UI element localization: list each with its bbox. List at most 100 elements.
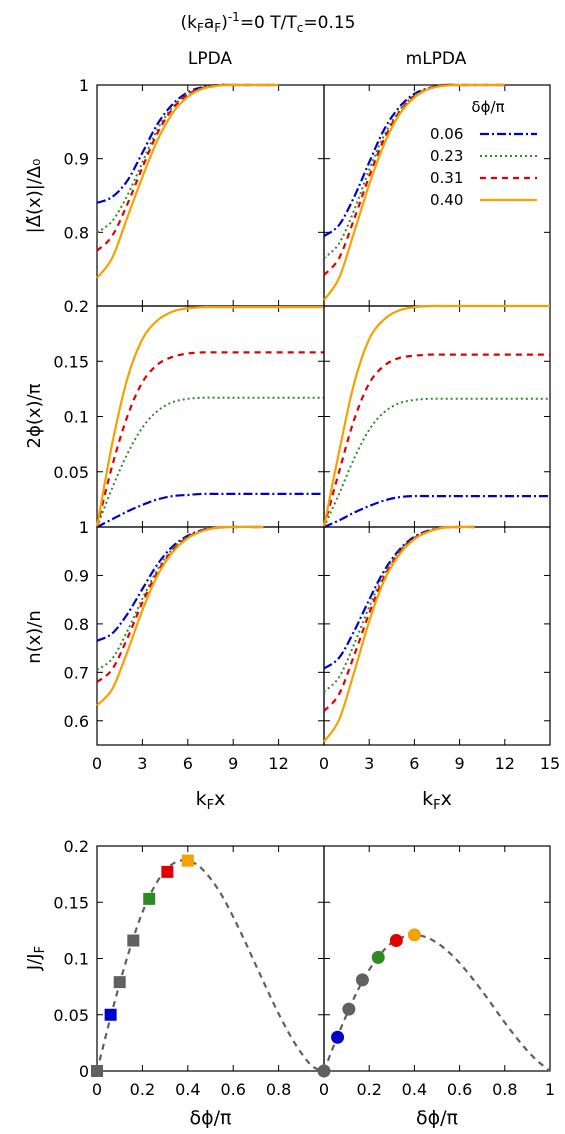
density-mLPDA-x-label: 0 [319, 754, 329, 773]
current-mLPDA-frame [323, 845, 551, 1072]
data-point [317, 1064, 331, 1078]
gap-LPDA-y-label: 0.8 [64, 223, 89, 242]
phase-mLPDA-frame [323, 305, 551, 528]
density-LPDA-y-label: 0.7 [64, 663, 89, 682]
col-title-mlpda: mLPDA [406, 49, 467, 69]
density-LPDA-y-label: 0.8 [64, 615, 89, 634]
current-mLPDA-x-label: 0 [319, 1080, 329, 1099]
density-LPDA-x-label: 0 [92, 754, 102, 773]
series-line-0.40 [96, 83, 279, 279]
current-mLPDA-fit-curve [322, 933, 551, 1072]
data-point [161, 865, 174, 878]
series-line-0.06 [96, 492, 324, 528]
density-mLPDA-series [323, 525, 475, 743]
col-title-lpda: LPDA [188, 49, 233, 69]
series-line-0.40 [322, 304, 550, 528]
series-line-0.23 [323, 83, 505, 259]
series-line-0.31 [96, 525, 264, 683]
legend-label-0.31: 0.31 [430, 169, 463, 187]
data-point [143, 892, 156, 905]
density-LPDA-x-label: 3 [137, 754, 147, 773]
y-title-current-sub: F [33, 946, 48, 953]
density-LPDA-series [96, 525, 264, 707]
x-title-sub: F [207, 798, 214, 813]
current-LPDA-y-label: 0.2 [64, 837, 89, 856]
data-point [91, 1065, 103, 1077]
data-point [113, 976, 126, 989]
y-title-current: J/JF [24, 946, 48, 971]
current-LPDA-x-label: 0.2 [130, 1080, 155, 1099]
data-point [127, 934, 140, 947]
current-mLPDA-x-label: 0.4 [402, 1080, 427, 1099]
phase-mLPDA-series [322, 304, 550, 529]
current-mLPDA-x-label: 0.8 [492, 1080, 517, 1099]
current-LPDA-y-label: 0.1 [64, 950, 89, 969]
phase-LPDA-y-label: 0.1 [64, 408, 89, 427]
series-line-0.40 [323, 83, 505, 301]
data-point [104, 1008, 117, 1021]
y-title-phase: 2ϕ(x)/π [24, 383, 45, 448]
x-title-tail: x [214, 788, 225, 810]
current-LPDA-y-label: 0.15 [53, 893, 89, 912]
phase-LPDA-y-label: 0.15 [53, 352, 89, 371]
density-LPDA-x-label: 6 [183, 754, 193, 773]
legend-label-0.06: 0.06 [430, 125, 463, 143]
density-LPDA-x-label: 9 [228, 754, 238, 773]
density-LPDA-y-label: 0.9 [64, 566, 89, 585]
x-title-dphi: δϕ/π [190, 1107, 232, 1129]
series-line-0.40 [96, 525, 264, 707]
data-point [342, 1002, 356, 1016]
current-mLPDA-x-label: 1 [545, 1080, 555, 1099]
series-line-0.06 [323, 525, 475, 670]
legend-label-0.40: 0.40 [430, 191, 463, 209]
series-line-0.31 [322, 353, 550, 528]
current-LPDA-fit-curve [95, 859, 325, 1073]
gap-mLPDA-series [323, 83, 505, 301]
current-LPDA-x-label: 0.8 [266, 1080, 291, 1099]
figure-title: (kFaF)-1=0 T/Tc=0.15 [180, 10, 355, 35]
data-point [407, 928, 421, 942]
phase-LPDA-series [95, 305, 324, 528]
phase-LPDA-y-label: 1 [79, 518, 89, 537]
series-line-0.40 [323, 525, 475, 743]
x-title-kfx: kFx [196, 788, 226, 813]
x-title-dphi: δϕ/π [416, 1107, 458, 1129]
legend: δϕ/π 0.06 0.23 0.31 0.40 [430, 98, 537, 209]
data-point [355, 973, 369, 987]
data-point [181, 854, 194, 867]
density-mLPDA-x-label: 6 [409, 754, 419, 773]
current-mLPDA-x-label: 0.2 [356, 1080, 381, 1099]
series-line-0.23 [96, 396, 324, 528]
series-line-0.31 [96, 83, 279, 252]
density-mLPDA-x-label: 15 [540, 754, 560, 773]
series-line-0.31 [323, 83, 505, 276]
phase-LPDA-y-label: 0.2 [64, 297, 89, 316]
series-line-0.06 [323, 494, 550, 529]
current-LPDA-y-label: 0.05 [53, 1006, 89, 1025]
density-LPDA-x-label: 12 [268, 754, 288, 773]
current-LPDA-x-label: 0 [92, 1080, 102, 1099]
y-title-gap: |Δ̃(x)|/Δ₀ [24, 159, 45, 234]
density-mLPDA-x-label: 3 [364, 754, 374, 773]
phase-LPDA-y-label: 0.05 [53, 463, 89, 482]
gap-LPDA-y-label: 1 [79, 76, 89, 95]
current-LPDA-x-label: 0.4 [175, 1080, 200, 1099]
current-LPDA-y-label: 0 [79, 1062, 89, 1081]
density-LPDA-y-label: 0.6 [64, 712, 89, 731]
gap-LPDA-y-label: 0.9 [64, 150, 89, 169]
plot-area: 0.8 0.9 1 1 0.05 0.1 0.15 0.2 0.6 0.7 0.8 0.9 1 0 3 6 9 1… [24, 76, 560, 1129]
current-mLPDA-x-label: 0.6 [447, 1080, 472, 1099]
y-title-density: n(x)/n [24, 610, 45, 664]
x-title-kfx: kFx [422, 788, 452, 813]
density-LPDA-frame [96, 526, 325, 746]
series-line-0.06 [96, 83, 279, 204]
density-mLPDA-x-label: 9 [455, 754, 465, 773]
gap-LPDA-series [96, 83, 279, 279]
series-line-0.23 [96, 525, 264, 671]
density-mLPDA-x-label: 12 [495, 754, 515, 773]
data-point [389, 934, 403, 947]
density-mLPDA-frame [323, 526, 551, 746]
legend-title: δϕ/π [471, 98, 504, 116]
x-title-sub: F [433, 798, 440, 813]
